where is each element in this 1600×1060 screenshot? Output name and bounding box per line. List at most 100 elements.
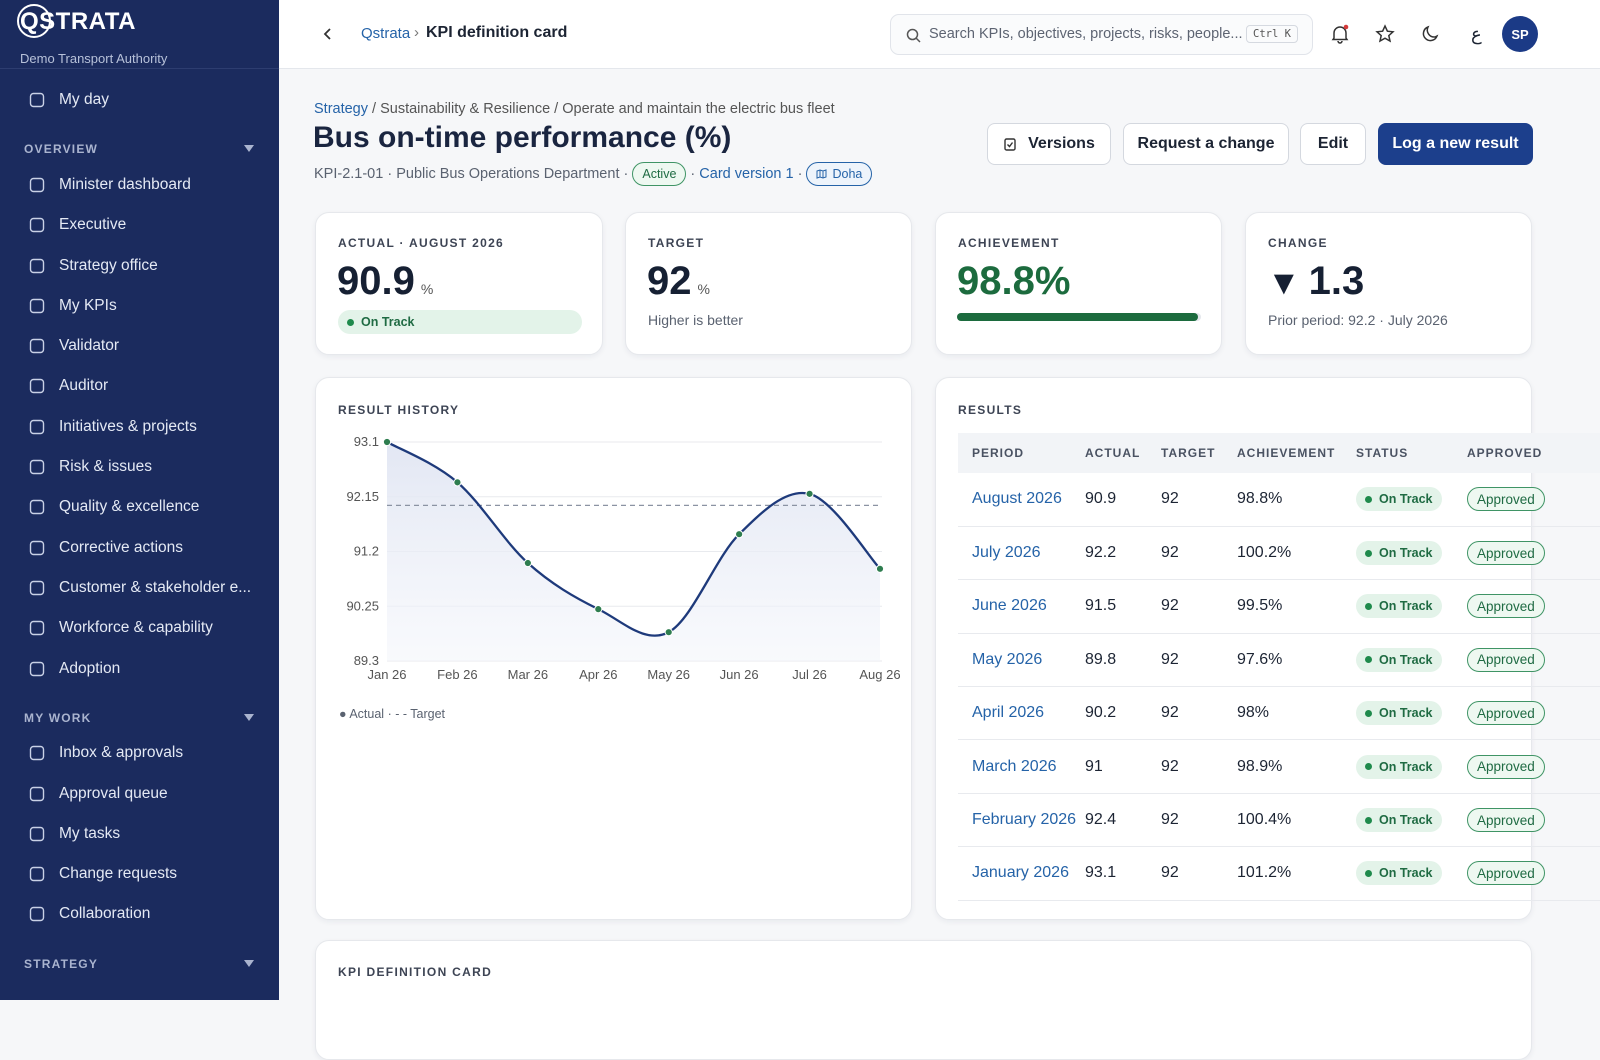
edit-button[interactable]: Edit	[1300, 123, 1366, 165]
nav-item[interactable]: Customer & stakeholder e...	[0, 568, 279, 608]
card-label: CHANGE	[1268, 236, 1328, 250]
cell: Approved	[1467, 473, 1600, 526]
status-pill: On Track	[1356, 808, 1442, 833]
nav: My day OVERVIEW Minister dashboard Executiv…	[0, 69, 279, 979]
result-row: April 2026 90.2 92 98% On Track Approved	[958, 687, 1600, 740]
nav-item[interactable]: Workforce & capability	[0, 608, 279, 648]
period-link[interactable]: March 2026	[972, 757, 1057, 775]
breadcrumb-link[interactable]: Qstrata	[361, 25, 411, 42]
nav-item[interactable]: Minister dashboard	[0, 165, 279, 205]
nav-item[interactable]: Strategy office	[0, 245, 279, 285]
cell: August 2026	[958, 473, 1085, 526]
card-label: RESULT HISTORY	[338, 403, 460, 417]
cell: Approved	[1467, 580, 1600, 633]
nav-icon	[29, 338, 45, 354]
status-dot	[1365, 495, 1372, 503]
progress-track	[957, 313, 1201, 321]
cell: 98.9%	[1237, 740, 1356, 793]
nav-item[interactable]: Change requests	[0, 854, 279, 894]
cell: 99.5%	[1237, 580, 1356, 633]
nav-item[interactable]: Corrective actions	[0, 527, 279, 567]
period-link[interactable]: May 2026	[972, 650, 1043, 668]
card-label: KPI DEFINITION CARD	[338, 965, 493, 979]
approval-pill: Approved	[1467, 701, 1545, 726]
status-dot	[1365, 709, 1372, 717]
nav-item[interactable]: Collaboration	[0, 894, 279, 934]
shortcut: Ctrl K	[1246, 25, 1298, 43]
nav-item[interactable]: My tasks	[0, 814, 279, 854]
cell: 92	[1161, 473, 1237, 526]
icon	[1004, 138, 1016, 151]
cell: 92	[1161, 580, 1237, 633]
value: 97.6%	[1237, 650, 1283, 668]
map-icon	[816, 169, 827, 179]
nav-label: Risk & issues	[59, 458, 153, 476]
change-symbol: ▼	[1267, 264, 1301, 302]
nav-item[interactable]: My day	[0, 80, 279, 120]
avatar[interactable]: SP	[1502, 16, 1538, 52]
cell: On Track	[1356, 687, 1467, 740]
point	[594, 605, 603, 614]
period-link[interactable]: August 2026	[972, 490, 1062, 508]
favorites[interactable]	[1375, 24, 1395, 44]
icon-shape	[29, 580, 45, 596]
theme-toggle[interactable]	[1421, 24, 1441, 44]
icon-shape	[29, 826, 45, 842]
nav-item[interactable]: Auditor	[0, 366, 279, 406]
log-result-button[interactable]: Log a new result	[1378, 123, 1533, 165]
period-link[interactable]: April 2026	[972, 704, 1045, 722]
period-link[interactable]: January 2026	[972, 864, 1069, 882]
section-title: STRATEGY	[24, 956, 99, 971]
cell: 98%	[1237, 687, 1356, 740]
nav-icon	[29, 621, 45, 636]
cell: 100.4%	[1237, 793, 1356, 846]
nav-item[interactable]: Validator	[0, 326, 279, 366]
nav-icon	[29, 907, 45, 922]
value: 93.1	[1085, 864, 1117, 882]
versions-button[interactable]: Versions	[987, 123, 1111, 165]
language-toggle[interactable]: ع	[1471, 24, 1482, 44]
search[interactable]: Search KPIs, objectives, projects, risks…	[890, 14, 1313, 55]
period-link[interactable]: June 2026	[972, 597, 1047, 615]
achievement-card: ACHIEVEMENT 98.8%	[935, 212, 1222, 355]
legend: ● Actual · - - Target	[339, 707, 445, 721]
icon-shape	[29, 459, 45, 475]
y-tick-label: 90.25	[346, 598, 379, 613]
header-row: PERIOD ACTUAL TARGET ACHIEVEMENT STATUS APPRO…	[958, 433, 1600, 473]
nav-icon	[29, 866, 45, 882]
nav-icon	[29, 419, 45, 434]
sidebar-header: QSTRATA Demo Transport Authority	[0, 0, 279, 69]
results-table: PERIOD ACTUAL TARGET ACHIEVEMENT STATUS APPRO…	[958, 433, 1600, 901]
brand: QSTRATA	[17, 4, 136, 38]
nav-item[interactable]: My KPIs	[0, 286, 279, 326]
back-button[interactable]	[321, 27, 335, 41]
value: 90.9	[1085, 490, 1117, 508]
nav-label: My KPIs	[59, 296, 117, 314]
period-link[interactable]: July 2026	[972, 544, 1041, 562]
status-dot	[1365, 656, 1372, 664]
nav-item[interactable]: Adoption	[0, 648, 279, 688]
request-change-button[interactable]: Request a change	[1123, 123, 1289, 165]
results-card: RESULTS PERIOD ACTUAL TARGET ACHIEVEMENT STA…	[935, 377, 1600, 920]
nav-item[interactable]: Initiatives & projects	[0, 407, 279, 447]
card-value: 90.9%	[337, 259, 433, 304]
nav-icon	[29, 218, 45, 233]
status: On Track	[1379, 759, 1433, 774]
approval-pill: Approved	[1467, 861, 1545, 886]
nav-item[interactable]: Quality & excellence	[0, 487, 279, 527]
breadcrumb-link[interactable]: Strategy	[314, 101, 368, 117]
card-version[interactable]: Card version 1	[699, 166, 794, 182]
nav-item[interactable]: Approval queue	[0, 773, 279, 813]
nav-icon	[29, 298, 45, 314]
label: Versions	[1028, 135, 1095, 152]
nav-item[interactable]: Risk & issues	[0, 447, 279, 487]
nav-item[interactable]: Inbox & approvals	[0, 733, 279, 773]
notifications[interactable]	[1330, 24, 1350, 44]
caret	[244, 145, 254, 153]
nav-icon	[29, 500, 45, 515]
nav-label: Inbox & approvals	[59, 744, 184, 762]
icon-shape	[29, 419, 45, 434]
nav-item[interactable]: Executive	[0, 205, 279, 245]
status-dot	[1365, 869, 1372, 877]
period-link[interactable]: February 2026	[972, 811, 1077, 829]
